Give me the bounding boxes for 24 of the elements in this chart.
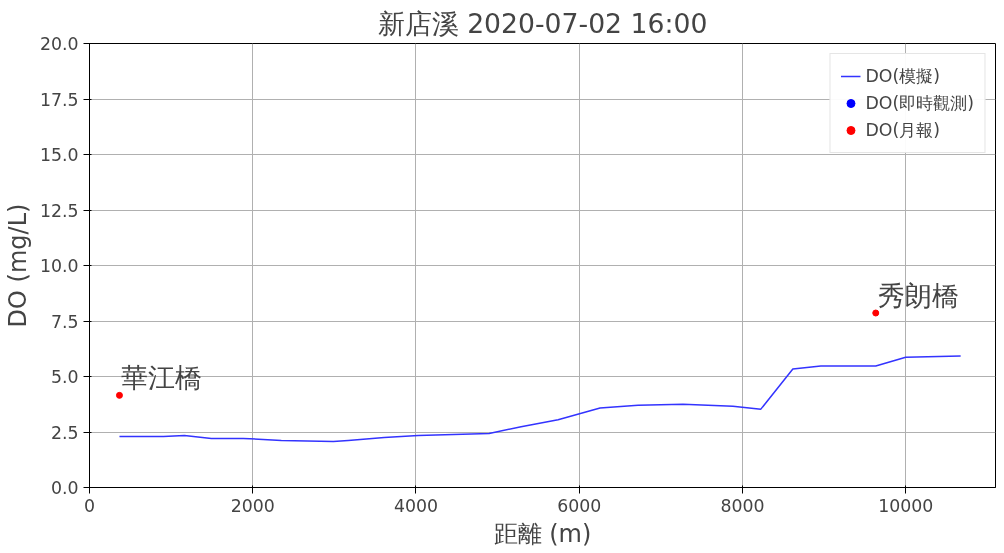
y-tick-label: 20.0 [39, 34, 79, 54]
legend-label: DO(即時觀測) [865, 92, 974, 115]
y-tick-label: 7.5 [50, 311, 79, 332]
x-tick-label: 10000 [878, 495, 934, 516]
y-tick-label: 0.0 [50, 478, 79, 498]
chart-title: 新店溪 2020-07-02 16:00 [377, 7, 708, 39]
annotation: 秀朗橋 [877, 280, 959, 312]
x-tick-label: 2000 [230, 495, 275, 516]
x-tick-label: 6000 [557, 495, 602, 516]
y-tick-label: 15.0 [39, 145, 79, 165]
legend-label: DO(月報) [865, 119, 940, 142]
x-tick-label: 0 [83, 495, 96, 516]
y-tick-label: 10.0 [39, 256, 79, 276]
y-tick-label: 5.0 [50, 367, 79, 387]
y-axis-title: DO (mg/L) [3, 203, 32, 328]
y-tick-label: 12.5 [39, 200, 79, 221]
legend-label: DO(模擬) [865, 65, 940, 88]
x-tick-label: 4000 [393, 495, 439, 516]
x-axis-title: 距離 (m) [493, 519, 592, 548]
y-tick-label: 17.5 [39, 89, 79, 110]
line-series [118, 355, 962, 443]
x-tick-label: 8000 [720, 495, 765, 516]
annotation: 華江橋 [121, 362, 203, 394]
y-tick-label: 2.5 [50, 422, 79, 443]
